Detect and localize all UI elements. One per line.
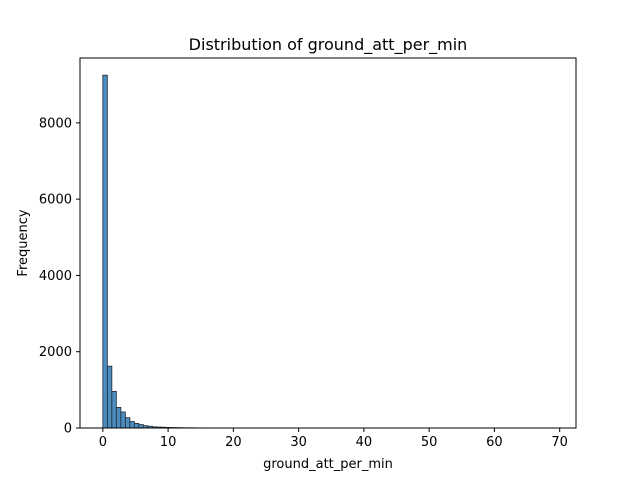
x-tick-label: 20 [225, 435, 242, 450]
y-axis-label: Frequency [16, 209, 31, 276]
y-axis: 0 2000 4000 6000 8000 [39, 116, 80, 437]
histogram-bar [115, 407, 122, 429]
x-tick-label: 70 [551, 435, 568, 450]
histogram-bar [102, 74, 108, 429]
y-tick-label: 6000 [39, 193, 72, 208]
y-tick-label: 0 [64, 422, 72, 437]
plot-frame [79, 57, 577, 429]
x-tick-label: 10 [160, 435, 177, 450]
x-axis-label: ground_att_per_min [263, 457, 393, 472]
y-tick-label: 2000 [39, 345, 72, 360]
x-tick-label: 40 [356, 435, 373, 450]
histogram-bar [106, 365, 113, 429]
histogram-bar [124, 417, 131, 429]
histogram-bar [138, 424, 144, 429]
plot-area [102, 74, 239, 429]
y-tick-label: 8000 [39, 116, 72, 131]
y-tick-label: 4000 [39, 269, 72, 284]
x-tick-label: 30 [290, 435, 307, 450]
histogram-bar [133, 423, 140, 429]
histogram-bar [120, 411, 126, 429]
x-tick-label: 50 [421, 435, 438, 450]
histogram-bar [129, 421, 135, 429]
x-tick-label: 60 [486, 435, 503, 450]
histogram-bar [111, 390, 117, 429]
x-tick-label: 0 [99, 435, 107, 450]
x-axis: 0 10 20 30 40 50 60 70 [99, 428, 568, 450]
chart-title: Distribution of ground_att_per_min [189, 35, 468, 55]
